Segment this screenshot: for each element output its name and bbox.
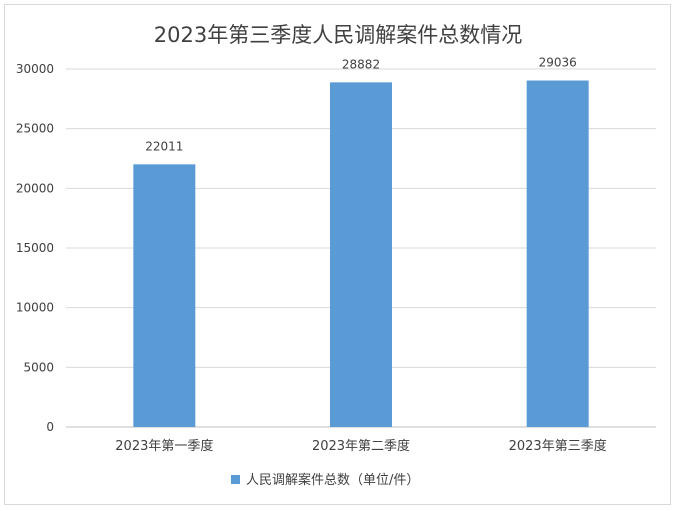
data-label: 22011 bbox=[145, 139, 183, 153]
data-label: 29036 bbox=[539, 56, 577, 70]
x-axis-ticks: 2023年第一季度 2023年第二季度 2023年第三季度 bbox=[115, 438, 606, 454]
x-tick-label: 2023年第三季度 bbox=[509, 438, 607, 454]
bar bbox=[330, 82, 392, 428]
x-tick-label: 2023年第一季度 bbox=[115, 438, 213, 454]
y-tick-label: 25000 bbox=[16, 122, 54, 136]
legend: 人民调解案件总数（单位/件） bbox=[231, 473, 419, 488]
data-label: 28882 bbox=[342, 57, 380, 71]
y-tick-label: 30000 bbox=[16, 62, 54, 76]
y-tick-label: 5000 bbox=[23, 360, 54, 374]
legend-swatch bbox=[231, 475, 240, 484]
y-tick-label: 10000 bbox=[16, 301, 54, 315]
y-axis-ticks: 0 5000 10000 15000 20000 25000 30000 bbox=[16, 62, 54, 434]
y-tick-label: 0 bbox=[46, 420, 54, 434]
bar bbox=[526, 80, 589, 428]
x-tick-label: 2023年第二季度 bbox=[312, 438, 410, 454]
y-tick-label: 15000 bbox=[16, 241, 54, 255]
legend-label: 人民调解案件总数（单位/件） bbox=[246, 473, 419, 488]
chart-title: 2023年第三季度人民调解案件总数情况 bbox=[154, 23, 522, 47]
bars: 22011 28882 29036 bbox=[133, 56, 589, 428]
bar bbox=[133, 164, 196, 428]
y-tick-label: 20000 bbox=[16, 181, 54, 195]
